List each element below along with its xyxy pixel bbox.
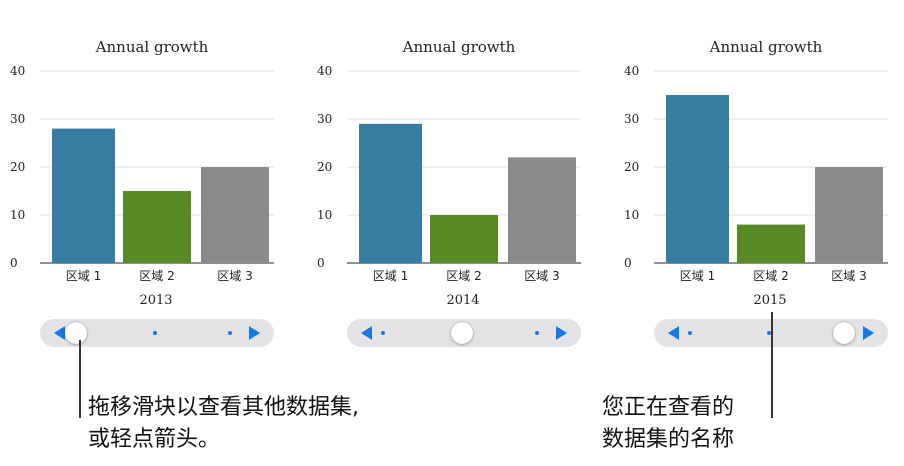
category-label: 区域 2: [753, 269, 788, 283]
slider-callout: 拖移滑块以查看其他数据集, 或轻点箭头。: [88, 392, 359, 456]
slider-thumb[interactable]: [833, 322, 855, 344]
category-label: 区域 3: [217, 269, 252, 283]
dataset-slider-2013[interactable]: [40, 319, 274, 347]
y-tick-label: 30: [10, 112, 25, 126]
category-label: 区域 1: [373, 269, 408, 283]
slider-callout-line2: 或轻点箭头。: [88, 427, 221, 452]
slider-callout-line: [79, 340, 81, 418]
next-arrow-icon[interactable]: [863, 326, 874, 340]
previous-arrow-icon[interactable]: [54, 326, 65, 340]
chart-panel-2015: Annual growth 0 10 20 30 40 区域 1 区域 2 区域 3 2015: [614, 0, 904, 360]
slider-callout-line1: 拖移滑块以查看其他数据集,: [88, 395, 359, 420]
y-tick-label: 0: [10, 256, 18, 270]
bar-3: [815, 167, 883, 263]
y-tick-label: 40: [317, 64, 332, 78]
bar-2: [737, 224, 805, 263]
bar-2: [123, 191, 191, 263]
y-tick-label: 20: [624, 160, 639, 174]
y-tick-label: 30: [624, 112, 639, 126]
category-label: 区域 3: [831, 269, 866, 283]
previous-arrow-icon[interactable]: [668, 326, 679, 340]
y-tick-label: 20: [317, 160, 332, 174]
chart-panel-2014: Annual growth 0 10 20 30 40 区域 1 区域 2 区域 3 2014: [307, 0, 597, 360]
y-tick-label: 30: [317, 112, 332, 126]
slider-thumb[interactable]: [65, 322, 87, 344]
category-label: 区域 1: [66, 269, 101, 283]
slider-thumb[interactable]: [451, 322, 473, 344]
next-arrow-icon[interactable]: [249, 326, 260, 340]
name-callout-line: [771, 312, 773, 418]
bar-1: [359, 123, 422, 263]
bar-chart-2013: Annual growth 0 10 20 30 40 区域 1 区域 2 区域 3 2013: [10, 38, 274, 308]
bar-3: [201, 167, 269, 263]
category-label: 区域 1: [680, 269, 715, 283]
y-tick-label: 10: [624, 208, 639, 222]
dataset-name-label: 2013: [139, 293, 172, 308]
category-label: 区域 3: [524, 269, 559, 283]
y-tick-label: 0: [317, 256, 325, 270]
previous-arrow-icon[interactable]: [361, 326, 372, 340]
category-label: 区域 2: [139, 269, 174, 283]
name-callout: 您正在查看的 数据集的名称: [602, 392, 734, 456]
y-tick-label: 20: [10, 160, 25, 174]
y-tick-label: 40: [624, 64, 639, 78]
chart-panel-2013: Annual growth 0 10 20 30 40 区域 1 区域 2 区域 3 2013: [0, 0, 290, 360]
bar-2: [430, 215, 498, 263]
y-tick-label: 10: [10, 208, 25, 222]
dataset-dot[interactable]: [381, 331, 385, 335]
dataset-slider-2014[interactable]: [347, 319, 581, 347]
dataset-name-label: 2014: [446, 293, 479, 308]
y-tick-label: 0: [624, 256, 632, 270]
dataset-dot[interactable]: [228, 331, 232, 335]
chart-title: Annual growth: [709, 38, 823, 56]
dataset-dot[interactable]: [688, 331, 692, 335]
category-label: 区域 2: [446, 269, 481, 283]
dataset-dot[interactable]: [767, 331, 771, 335]
name-callout-line2: 数据集的名称: [602, 427, 735, 452]
bar-1: [666, 95, 729, 263]
dataset-dot[interactable]: [153, 331, 157, 335]
next-arrow-icon[interactable]: [556, 326, 567, 340]
chart-title: Annual growth: [95, 38, 209, 56]
bar-chart-2015: Annual growth 0 10 20 30 40 区域 1 区域 2 区域 3 2015: [624, 38, 888, 308]
bar-3: [508, 157, 576, 263]
bar-chart-2014: Annual growth 0 10 20 30 40 区域 1 区域 2 区域 3 2014: [317, 38, 581, 308]
dataset-dot[interactable]: [535, 331, 539, 335]
bar-1: [52, 128, 115, 263]
y-tick-label: 40: [10, 64, 25, 78]
chart-title: Annual growth: [402, 38, 516, 56]
name-callout-line1: 您正在查看的: [602, 395, 735, 420]
y-tick-label: 10: [317, 208, 332, 222]
dataset-name-label: 2015: [753, 293, 786, 308]
